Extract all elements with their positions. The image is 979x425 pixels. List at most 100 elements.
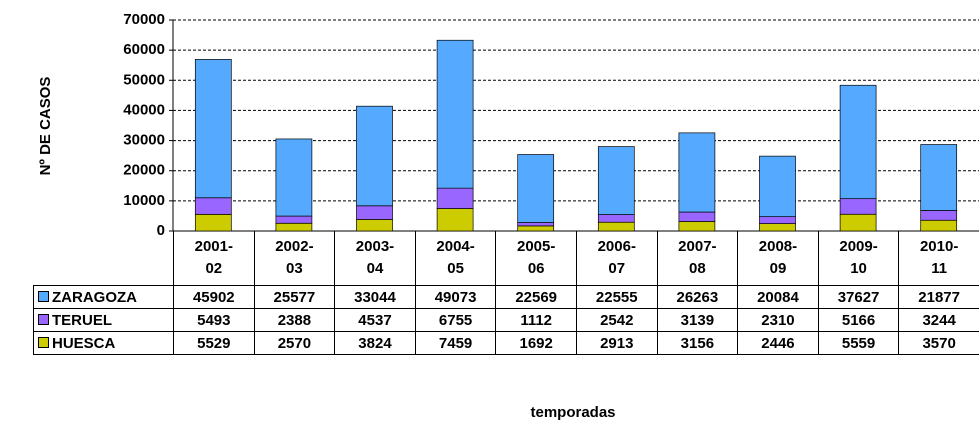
bar-segment [517, 222, 555, 227]
value-cell: 5529 [173, 331, 255, 355]
category-cell: 2007-08 [656, 231, 739, 286]
x-axis-label: temporadas [530, 404, 615, 421]
value-cell: 45902 [173, 285, 255, 309]
y-tick-label: 0 [157, 222, 165, 239]
value-cell: 49073 [414, 285, 497, 309]
category-cell: 2009-10 [817, 231, 900, 286]
value-cell: 20084 [737, 285, 819, 309]
bar-segment [436, 208, 474, 232]
bar-segment [678, 221, 716, 232]
value-cell: 1112 [495, 308, 577, 332]
value-cell: 2913 [575, 331, 658, 355]
legend-swatch [38, 290, 49, 302]
header-row: 2001-02 2002-03 2003-04 2004-05 2005-06 2006-… [34, 231, 979, 286]
legend-swatch [38, 336, 49, 348]
category-label: 2009-10 [839, 238, 878, 277]
bar-segment [194, 213, 232, 232]
value-cell: 7459 [414, 331, 497, 355]
value-cell: 37627 [817, 285, 900, 309]
category-label: 2008-09 [758, 238, 798, 277]
value-cell: 22569 [495, 285, 577, 309]
bar-segment [597, 214, 635, 223]
legend-entry: TERUEL [33, 308, 174, 332]
y-tick-label: 40000 [123, 101, 165, 118]
blank-cell [34, 231, 174, 286]
bar-segment [597, 146, 635, 215]
y-tick-label: 20000 [123, 162, 165, 179]
bar-segment [275, 138, 313, 217]
category-label: 2001-02 [194, 238, 233, 277]
bar-segment [194, 197, 232, 215]
value-cell: 1692 [495, 331, 577, 355]
value-cell: 3139 [656, 308, 739, 332]
value-cell: 6755 [414, 308, 497, 332]
bar-segment [517, 154, 555, 223]
category-cell: 2003-04 [334, 231, 416, 286]
category-cell: 2008-09 [737, 231, 819, 286]
value-cell: 2570 [253, 331, 336, 355]
series-row: ZARAGOZA 45902 25577 33044 49073 22569 22555 26… [33, 285, 979, 309]
bar-segment [356, 105, 393, 207]
value-cell: 22555 [575, 285, 658, 309]
series-row: TERUEL 5493 2388 4537 6755 1112 2542 3139 2310 51… [33, 308, 979, 332]
value-cell: 25577 [253, 285, 336, 309]
bar-segment [436, 39, 474, 189]
category-label: 2004-05 [436, 238, 475, 277]
bar-segment [759, 216, 796, 224]
data-table: 2001-02 2002-03 2003-04 2004-05 2005-06 2006-… [33, 231, 979, 355]
value-cell: 3570 [898, 331, 979, 355]
bar-segment [920, 144, 958, 211]
category-cell: 2005-06 [495, 231, 577, 286]
category-label: 2002-03 [275, 238, 314, 277]
category-cell: 2002-03 [253, 231, 336, 286]
series-row: HUESCA 5529 2570 3824 7459 1692 2913 3156 2446 55… [33, 331, 979, 355]
category-label: 2003-04 [355, 238, 395, 277]
legend-entry: ZARAGOZA [33, 285, 174, 309]
category-cell: 2006-07 [575, 231, 658, 286]
value-cell: 21877 [898, 285, 979, 309]
value-cell: 5559 [817, 331, 900, 355]
bar-segment [839, 213, 877, 232]
legend-label: ZARAGOZA [52, 288, 137, 306]
y-tick-label: 30000 [123, 132, 165, 149]
y-tick-label: 50000 [123, 71, 165, 88]
value-cell: 3824 [334, 331, 416, 355]
bar-segment [759, 223, 796, 232]
y-tick-label: 70000 [123, 11, 165, 28]
bar-segment [678, 211, 716, 222]
category-cell: 2001-02 [173, 231, 255, 286]
y-axis-label: Nº DE CASOS [37, 77, 54, 176]
value-cell: 2310 [737, 308, 819, 332]
category-cell: 2004-05 [414, 231, 497, 286]
bar-segment [839, 198, 877, 215]
value-cell: 2542 [575, 308, 658, 332]
value-cell: 2446 [737, 331, 819, 355]
bar-segment [275, 215, 313, 224]
value-cell: 33044 [334, 285, 416, 309]
legend-entry: HUESCA [33, 331, 174, 355]
value-cell: 3156 [656, 331, 739, 355]
value-cell: 3244 [898, 308, 979, 332]
value-cell: 5493 [173, 308, 255, 332]
bar-segment [920, 219, 958, 232]
legend-swatch [38, 313, 49, 325]
bar-segment [356, 219, 393, 232]
bar-segment [678, 132, 716, 213]
legend-label: TERUEL [52, 311, 112, 329]
value-cell: 2388 [253, 308, 336, 332]
bar-segment [597, 221, 635, 232]
bar-segment [839, 84, 877, 200]
category-label: 2006-07 [597, 238, 636, 277]
y-tick-label: 60000 [123, 41, 165, 58]
value-cell: 4537 [334, 308, 416, 332]
value-cell: 5166 [817, 308, 900, 332]
legend-label: HUESCA [52, 334, 116, 352]
y-tick-label: 10000 [123, 192, 165, 209]
bar-segment [356, 205, 393, 220]
bar-segment [759, 155, 796, 218]
bar-segment [194, 59, 232, 199]
category-cell: 2010-11 [898, 231, 979, 286]
category-label: 2010-11 [919, 238, 959, 277]
